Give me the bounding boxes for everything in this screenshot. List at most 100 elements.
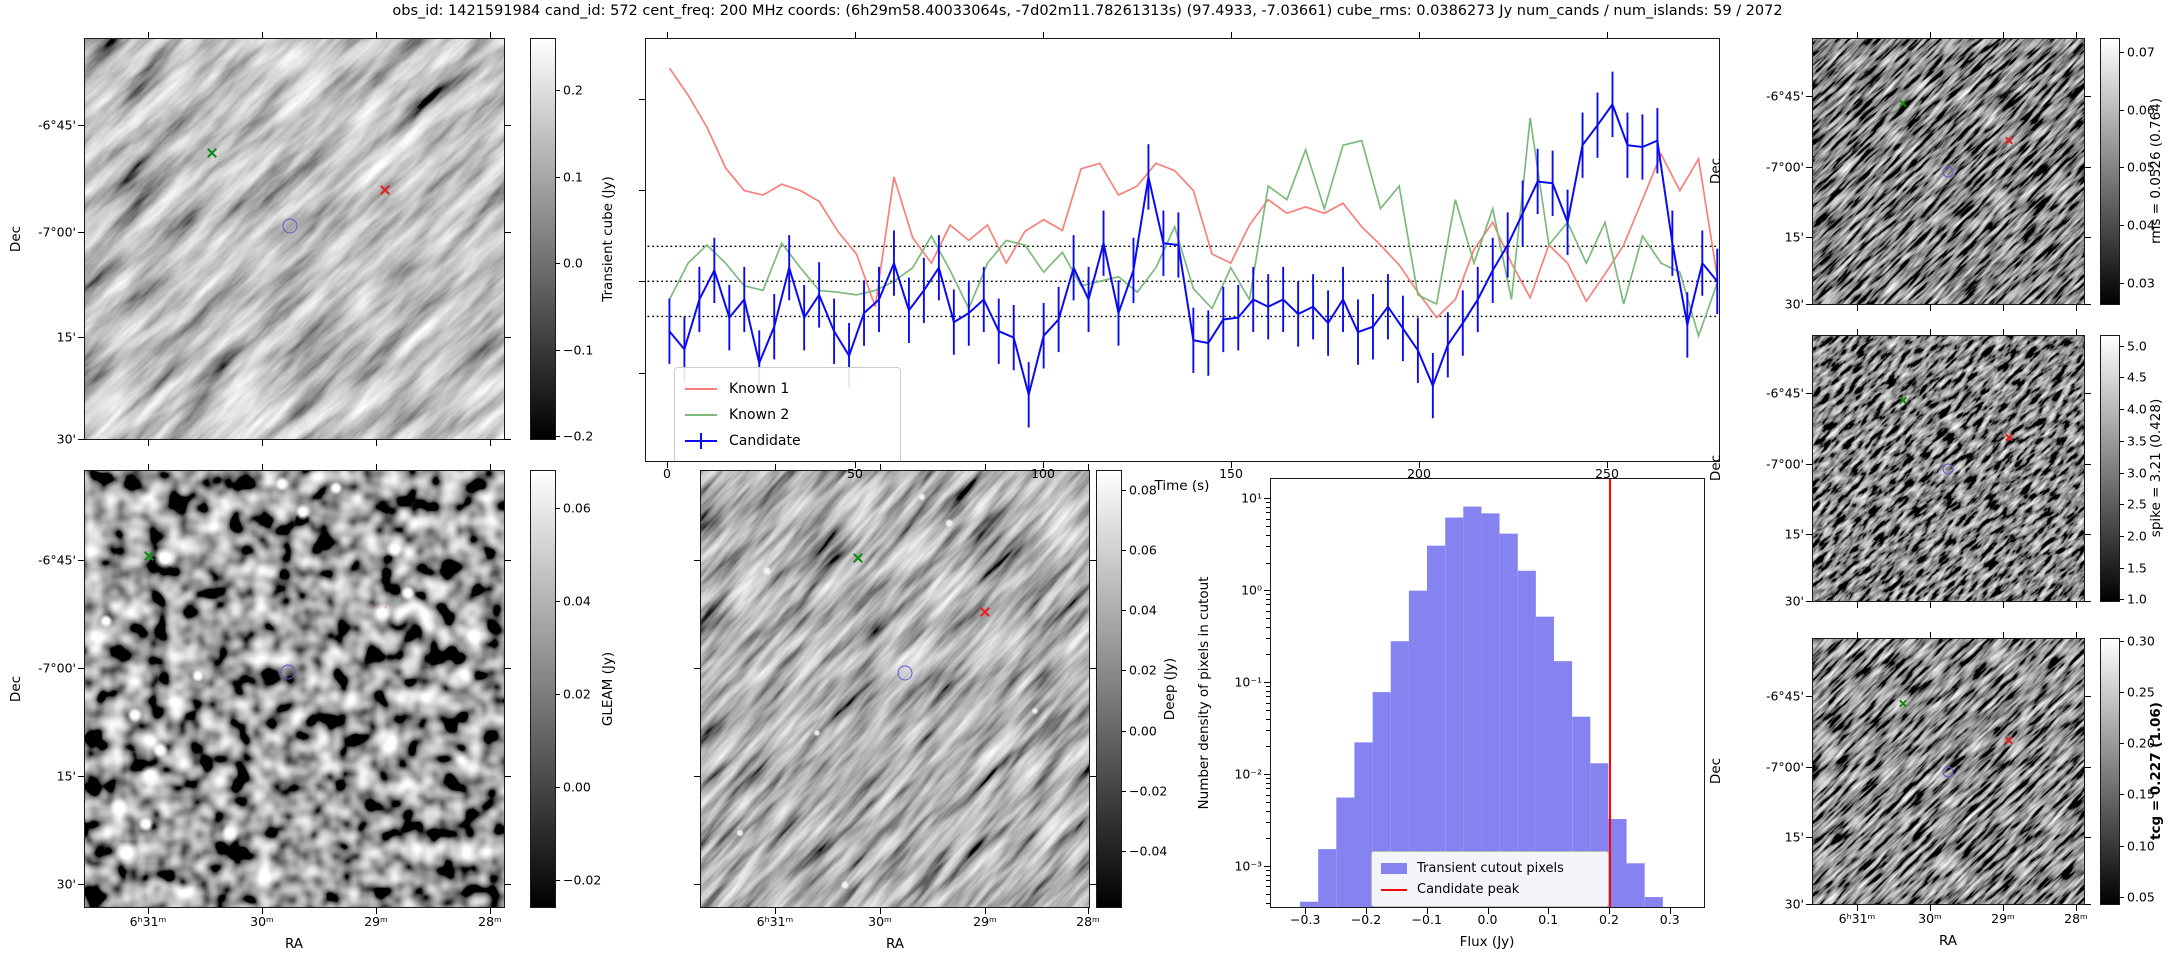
- colorbar-tick-label: 2.0: [2127, 528, 2147, 544]
- tick-mark: [2085, 904, 2091, 905]
- tick-mark: [1264, 682, 1270, 683]
- legend-item-cutout-pixels: Transient cutout pixels: [1381, 858, 1599, 879]
- tick-mark: [1266, 686, 1270, 687]
- colorbar-tick-label: −0.2: [563, 428, 594, 444]
- tick-mark: [1266, 875, 1270, 876]
- transient-cube-image: [84, 38, 505, 440]
- colorbar-tick-label: 0.06: [1129, 542, 1157, 558]
- tick-mark: [505, 776, 511, 777]
- tick-mark: [556, 350, 560, 351]
- ra-tick-label: 28ᵐ: [478, 914, 502, 929]
- figure-title: obs_id: 1421591984 cand_id: 572 cent_fre…: [392, 3, 1783, 19]
- tick-mark: [1266, 512, 1270, 513]
- tick-mark: [1365, 908, 1367, 914]
- legend-label: Candidate peak: [1417, 882, 1520, 897]
- tick-mark: [1266, 535, 1270, 536]
- tick-mark: [639, 281, 645, 282]
- tick-mark: [505, 668, 511, 669]
- tick-mark: [1857, 632, 1858, 638]
- tick-mark: [1857, 329, 1858, 335]
- tick-mark: [2120, 52, 2124, 53]
- ra-tick-label: 29ᵐ: [973, 914, 997, 929]
- colorbar-tick-label: 5.0: [2127, 338, 2147, 354]
- tick-mark: [1266, 730, 1270, 731]
- marker-candidate-icon: [1942, 166, 1954, 178]
- colorbar-tick-label: 0.04: [2127, 217, 2155, 233]
- colorbar-tick-label: 0.06: [563, 500, 591, 516]
- bright-source: [329, 481, 343, 495]
- dec-tick-label: 15': [1784, 229, 1804, 245]
- ra-tick-label: 28ᵐ: [1076, 914, 1100, 929]
- tick-mark: [1043, 462, 1044, 468]
- tick-mark: [639, 373, 645, 374]
- hist-ytick-label: 10⁰: [1241, 582, 1262, 598]
- marker-candidate-icon: [282, 218, 298, 234]
- bright-source: [274, 477, 289, 492]
- bright-source: [152, 742, 169, 759]
- bright-source: [372, 602, 393, 623]
- lightcurve-plot: Known 1 Known 2 Candidate: [645, 38, 1720, 462]
- colorbar-tick-label: −0.02: [563, 872, 602, 888]
- tick-mark: [2076, 329, 2077, 335]
- tick-mark: [1857, 905, 1858, 911]
- tick-mark: [2120, 283, 2124, 284]
- colorbar-tick-label: 3.5: [2127, 433, 2147, 449]
- tick-mark: [1266, 894, 1270, 895]
- bright-source: [400, 585, 416, 601]
- dec-tick-label: 15': [1784, 829, 1804, 845]
- tick-mark: [1266, 811, 1270, 812]
- bright-source: [944, 518, 954, 528]
- tick-mark: [376, 32, 377, 38]
- colorbar-tick-label: 0.04: [1129, 602, 1157, 618]
- tick-mark: [1806, 696, 1812, 697]
- tick-mark: [1266, 886, 1270, 887]
- colorbar-tick-label: 1.0: [2127, 591, 2147, 607]
- tick-mark: [1266, 783, 1270, 784]
- transient-cube-colorbar: [530, 38, 556, 440]
- ra-tick-label: 28ᵐ: [2064, 911, 2088, 926]
- hist-xtick-label: 0.3: [1659, 912, 1680, 927]
- tick-mark: [775, 908, 776, 914]
- lc-xtick-label: 50: [847, 466, 863, 481]
- deep-colorbar-label: Deep (Jy): [1162, 657, 1178, 721]
- tick-mark: [2120, 504, 2124, 505]
- tick-mark: [556, 601, 560, 602]
- colorbar-tick-label: 0.06: [2127, 102, 2155, 118]
- lc-xtick-label: 100: [1031, 466, 1055, 481]
- tick-mark: [1122, 670, 1126, 671]
- bright-source: [735, 828, 744, 837]
- tick-mark: [490, 908, 491, 914]
- tick-mark: [1857, 305, 1858, 311]
- histogram-patch-icon: [1381, 863, 1407, 874]
- ra-axis-label: RA: [885, 936, 905, 952]
- tick-mark: [78, 668, 84, 669]
- tick-mark: [262, 908, 263, 914]
- dec-axis-label: Dec: [8, 225, 24, 253]
- tick-mark: [2085, 767, 2091, 768]
- ra-axis-label: RA: [1938, 933, 1958, 949]
- legend-label: Known 1: [729, 381, 790, 397]
- tick-mark: [1607, 462, 1608, 468]
- tick-mark: [1090, 668, 1096, 669]
- tick-mark: [262, 32, 263, 38]
- dec-tick-label: -7°00': [1765, 456, 1804, 472]
- tick-mark: [1419, 462, 1420, 468]
- bright-source: [294, 504, 311, 521]
- tick-mark: [2085, 167, 2091, 168]
- colorbar-tick-label: 0.30: [2127, 633, 2155, 649]
- tick-mark: [667, 32, 668, 38]
- tick-mark: [376, 440, 377, 446]
- dec-tick-label: -7°00': [1765, 759, 1804, 775]
- tick-mark: [505, 232, 511, 233]
- tick-mark: [1122, 490, 1126, 491]
- colorbar-tick-label: 0.05: [2127, 159, 2155, 175]
- tick-mark: [1266, 795, 1270, 796]
- tick-mark: [2085, 393, 2091, 394]
- tick-mark: [2120, 346, 2124, 347]
- ra-tick-label: 30ᵐ: [250, 914, 274, 929]
- known1-line-icon: [685, 388, 717, 390]
- hist-ytick-label: 10⁻¹: [1234, 674, 1262, 690]
- tick-mark: [2085, 837, 2091, 838]
- tick-mark: [667, 462, 668, 468]
